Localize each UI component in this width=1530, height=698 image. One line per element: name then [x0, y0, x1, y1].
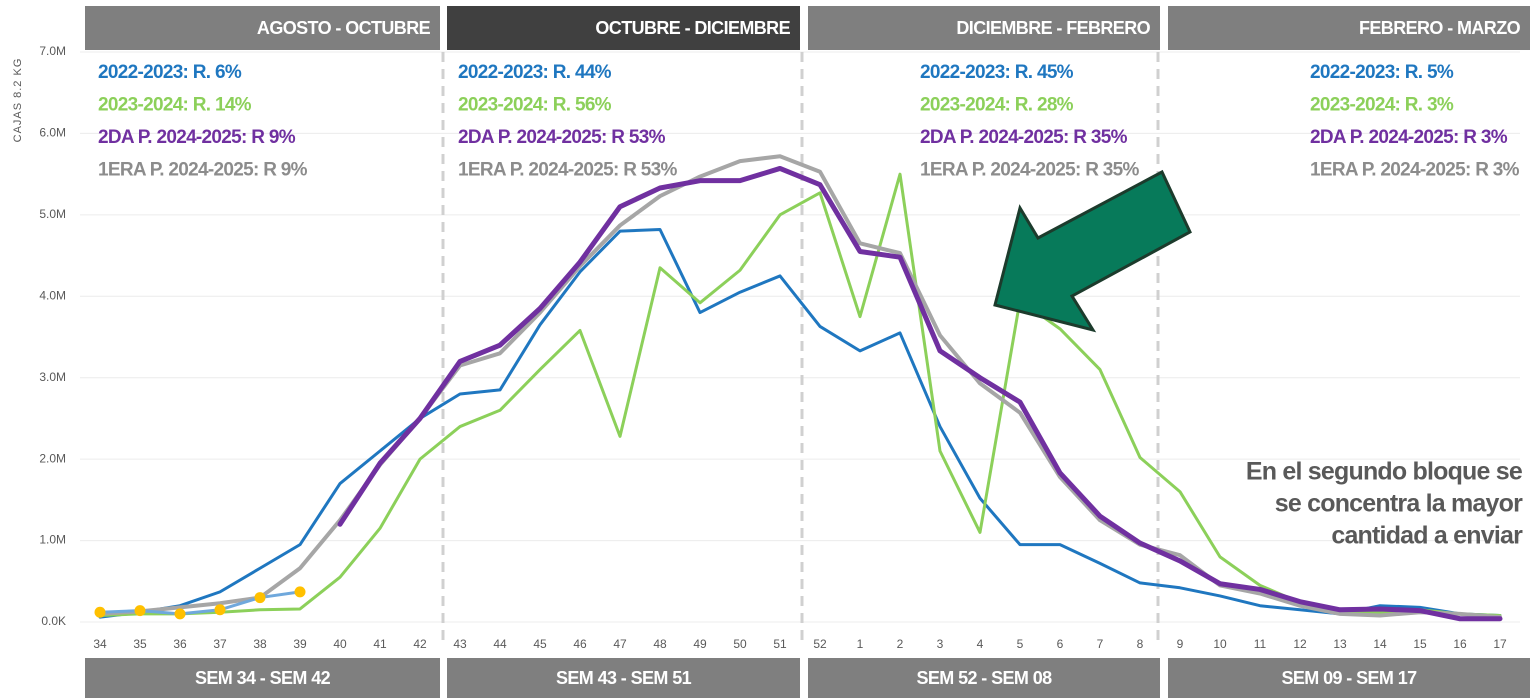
block-annotation: 2022-2023: R. 45% — [920, 62, 1074, 83]
note: se concentra la mayor — [1275, 490, 1523, 518]
x-tick-label: 45 — [533, 637, 547, 651]
block-header-text: FEBRERO - MARZO — [1359, 18, 1521, 38]
x-tick-label: 37 — [213, 637, 227, 651]
block-footer — [447, 658, 800, 698]
block-annotation: 2022-2023: R. 5% — [1310, 62, 1454, 83]
x-tick-label: 1 — [857, 637, 864, 651]
block-header-text: DICIEMBRE - FEBRERO — [956, 18, 1150, 38]
blocks: AGOSTO - OCTUBRE SEM 34 - SEM 42 2022-2023… — [85, 6, 1530, 698]
block-header-text: OCTUBRE - DICIEMBRE — [595, 18, 790, 38]
x-tick-label: 11 — [1254, 637, 1267, 651]
y-tick-label: 4.0M — [39, 288, 66, 302]
block-footer-text: SEM 09 - SEM 17 — [1281, 668, 1417, 688]
series-marker — [254, 592, 266, 604]
x-tick-label: 34 — [93, 637, 107, 651]
x-tick-label: 46 — [573, 637, 587, 651]
y-tick-label: 7.0M — [39, 44, 66, 58]
block-footer — [1168, 658, 1530, 698]
y-tick-label: 1.0M — [39, 533, 66, 547]
x-tick-label: 50 — [733, 637, 747, 651]
y-tick-label: 3.0M — [39, 370, 66, 384]
x-tick-label: 47 — [613, 637, 627, 651]
x-tick-label: 15 — [1413, 637, 1427, 651]
x-tick-label: 35 — [133, 637, 147, 651]
x-tick-label: 44 — [493, 637, 507, 651]
series-line — [98, 172, 1502, 617]
x-tick-label: 8 — [1137, 637, 1144, 651]
block-header — [808, 6, 1160, 50]
x-tick-label: 38 — [253, 637, 267, 651]
series-line — [98, 154, 1502, 620]
block-annotation: 2022-2023: R. 6% — [98, 62, 242, 83]
x-tick-label: 51 — [773, 637, 787, 651]
series-line — [337, 165, 1503, 622]
x-tick-label: 52 — [813, 637, 827, 651]
y-tick-label: 2.0M — [39, 451, 66, 465]
block-header — [447, 6, 800, 50]
block-footer-text: SEM 52 - SEM 08 — [916, 668, 1052, 688]
x-tick-label: 43 — [453, 637, 467, 651]
x-tick-label: 40 — [333, 637, 347, 651]
x-tick-label: 14 — [1373, 637, 1387, 651]
series-line — [98, 590, 302, 616]
block-footer-text: SEM 34 - SEM 42 — [195, 668, 331, 688]
x-tick-label: 3 — [937, 637, 944, 651]
series-marker — [134, 605, 146, 617]
block-header-text: AGOSTO - OCTUBRE — [257, 18, 431, 38]
block-annotation: 2DA P. 2024-2025: R 9% — [98, 127, 296, 148]
x-tick-label: 48 — [653, 637, 667, 651]
x-tick-label: 13 — [1333, 637, 1347, 651]
y-tick-label: 0.0K — [41, 614, 66, 628]
series-marker — [94, 606, 106, 618]
series-marker — [214, 604, 226, 616]
block-footer — [85, 658, 440, 698]
block-header — [1168, 6, 1530, 50]
y-tick-label: 5.0M — [39, 207, 66, 221]
block-annotation: 1ERA P. 2024-2025: R 35% — [920, 160, 1140, 181]
x-tick-label: 42 — [413, 637, 427, 651]
series-marker — [174, 608, 186, 620]
block-footer-text: SEM 43 - SEM 51 — [556, 668, 692, 688]
x-tick-label: 4 — [977, 637, 984, 651]
block-annotation: 1ERA P. 2024-2025: R 9% — [98, 160, 308, 181]
series-marker — [294, 586, 306, 598]
block-annotation: 2022-2023: R. 44% — [458, 62, 612, 83]
x-tick-label: 49 — [693, 637, 707, 651]
x-tick-label: 7 — [1097, 637, 1104, 651]
y-axis-label: CAJAS 8.2 KG — [12, 58, 24, 143]
block-header — [85, 6, 440, 50]
note: cantidad a enviar — [1331, 522, 1523, 550]
block-annotation: 1ERA P. 2024-2025: R 3% — [1310, 160, 1520, 181]
block-footer — [808, 658, 1160, 698]
series-line — [98, 228, 1502, 619]
block-annotation: 2023-2024: R. 14% — [98, 95, 252, 116]
y-tick-label: 6.0M — [39, 126, 66, 140]
block-annotation: 2DA P. 2024-2025: R 3% — [1310, 127, 1508, 148]
x-tick-label: 16 — [1453, 637, 1467, 651]
note: En el segundo bloque se — [1246, 458, 1523, 486]
lines — [94, 154, 1503, 622]
x-tick-label: 17 — [1493, 637, 1507, 651]
x-tick-label: 36 — [173, 637, 187, 651]
block-annotation: 2023-2024: R. 28% — [920, 95, 1074, 116]
block-annotation: 2DA P. 2024-2025: R 53% — [458, 127, 666, 148]
x-tick-label: 10 — [1213, 637, 1227, 651]
x-tick-label: 9 — [1177, 637, 1184, 651]
x-tick-label: 41 — [373, 637, 387, 651]
x-tick-label: 2 — [897, 637, 904, 651]
x-tick-label: 5 — [1017, 637, 1024, 651]
x-tick-label: 6 — [1057, 637, 1064, 651]
block-annotation: 1ERA P. 2024-2025: R 53% — [458, 160, 678, 181]
arrow — [993, 169, 1192, 333]
x-tick-label: 12 — [1293, 637, 1307, 651]
x-tick-label: 39 — [293, 637, 307, 651]
block-annotation: 2DA P. 2024-2025: R 35% — [920, 127, 1128, 148]
block-annotation: 2023-2024: R. 3% — [1310, 95, 1454, 116]
block-annotation: 2023-2024: R. 56% — [458, 95, 612, 116]
